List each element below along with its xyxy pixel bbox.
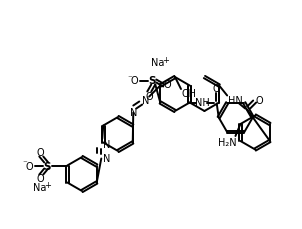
Text: ⁻: ⁻ bbox=[127, 74, 132, 83]
Text: Na: Na bbox=[151, 58, 164, 68]
Text: Na: Na bbox=[33, 183, 46, 193]
Text: H₂N: H₂N bbox=[218, 137, 237, 147]
Text: NH: NH bbox=[195, 98, 210, 108]
Text: N: N bbox=[142, 96, 149, 106]
Text: HN: HN bbox=[228, 96, 243, 106]
Text: OH: OH bbox=[182, 89, 197, 98]
Text: O: O bbox=[213, 84, 220, 94]
Text: O: O bbox=[146, 92, 153, 102]
Text: O: O bbox=[130, 76, 138, 86]
Text: N: N bbox=[103, 154, 110, 164]
Text: S: S bbox=[43, 161, 51, 171]
Text: O: O bbox=[25, 161, 33, 171]
Text: O: O bbox=[37, 148, 44, 158]
Text: ⁻: ⁻ bbox=[22, 158, 27, 167]
Text: N: N bbox=[103, 139, 110, 149]
Text: O: O bbox=[163, 80, 171, 90]
Text: N: N bbox=[130, 108, 137, 118]
Text: +: + bbox=[44, 180, 51, 189]
Text: S: S bbox=[149, 76, 156, 86]
Text: +: + bbox=[162, 56, 169, 65]
Text: O: O bbox=[255, 95, 263, 105]
Text: O: O bbox=[37, 174, 44, 184]
